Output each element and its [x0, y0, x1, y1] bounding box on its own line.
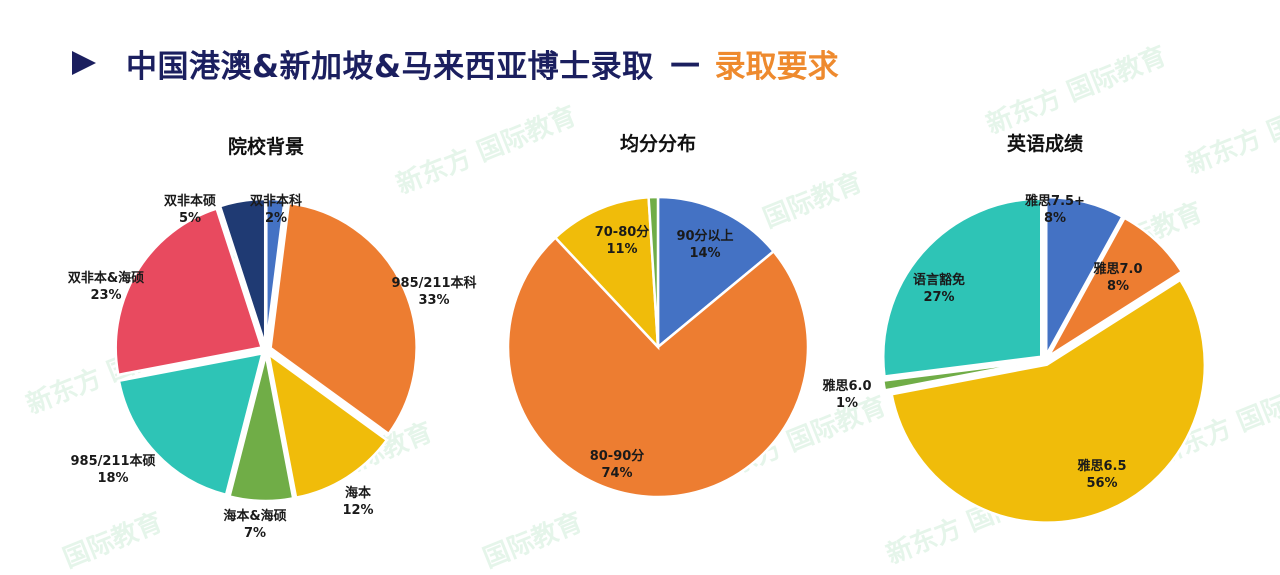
slice-label: 雅思6.0 1%	[822, 378, 871, 411]
page-title-accent: 录取要求	[714, 48, 839, 85]
pie-slice	[114, 207, 264, 377]
pie-slice	[1047, 216, 1184, 358]
slice-label: 雅思6.5 56%	[1077, 458, 1126, 491]
pie-slice	[1044, 195, 1125, 356]
pie-slice	[266, 351, 389, 500]
slice-label: 双非本硕 5%	[164, 193, 216, 226]
slice-label: 985/211本科 33%	[391, 275, 476, 308]
chart-title: 均分分布	[620, 132, 696, 155]
title-dash: —	[669, 45, 701, 81]
slice-label: 双非本&海硕 23%	[68, 270, 144, 303]
slice-label: 雅思7.5+ 8%	[1025, 193, 1085, 226]
slice-label: 双非本科 2%	[250, 193, 302, 226]
pie-slice	[553, 195, 660, 351]
pie-slice	[117, 351, 265, 497]
slice-label: 雅思7.0 8%	[1093, 261, 1142, 294]
pie-slice	[218, 197, 267, 346]
slice-label: 语言豁免 27%	[913, 272, 965, 305]
slice-label: 海本 12%	[342, 485, 373, 518]
pie-slice	[656, 195, 776, 350]
page-title: 中国港澳&新加坡&马来西亚博士录取	[126, 48, 654, 85]
slice-label: 985/211本硕 18%	[70, 453, 155, 486]
chart-title: 院校背景	[228, 135, 304, 158]
chart-title: 英语成绩	[1007, 132, 1083, 155]
slice-label: 海本&海硕 7%	[223, 508, 286, 541]
pie-slice	[882, 197, 1043, 378]
pie-chart-2: 均分分布 90分以上 14% 80-90分 74% 70-80分 11%	[506, 132, 810, 499]
pie-slice	[269, 201, 418, 436]
slice-label: 70-80分 11%	[595, 224, 650, 257]
pie-slice	[506, 235, 810, 499]
pie-slice	[890, 278, 1207, 524]
page-header: 中国港澳&新加坡&马来西亚博士录取 — 录取要求	[72, 38, 839, 88]
pie-slice	[647, 195, 660, 348]
pie-slice	[228, 354, 295, 503]
right-triangle-icon	[72, 51, 96, 75]
slice-label: 90分以上 14%	[676, 228, 733, 261]
pie-slice	[881, 359, 1041, 392]
slice-label: 80-90分 74%	[590, 448, 645, 481]
